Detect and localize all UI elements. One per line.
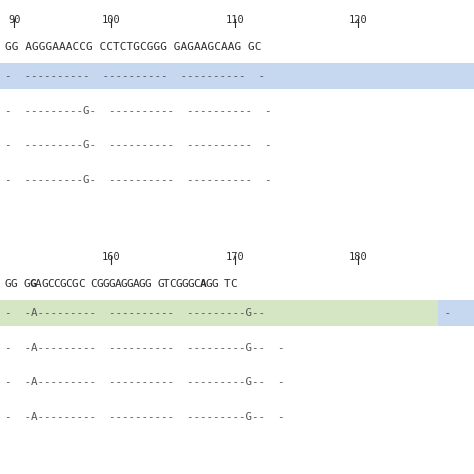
Text: GG AGGGAAACCG CCTCTGCGGG GAGAAGCAAG GC: GG AGGGAAACCG CCTCTGCGGG GAGAAGCAAG GC	[5, 42, 261, 52]
Text: G: G	[182, 279, 188, 289]
Text: 90: 90	[8, 15, 20, 25]
Text: G: G	[157, 279, 164, 289]
Text: G: G	[60, 279, 66, 289]
Text: -  ---------G-  ----------  ----------  -: - ---------G- ---------- ---------- -	[5, 174, 271, 184]
Text: 120: 120	[348, 15, 367, 25]
Text: G: G	[11, 279, 18, 289]
Text: G: G	[96, 279, 103, 289]
Text: G: G	[120, 279, 127, 289]
Text: A: A	[200, 279, 206, 289]
Bar	[438, 301, 474, 326]
Text: G: G	[23, 279, 30, 289]
Text: C: C	[54, 279, 60, 289]
Bar	[0, 301, 438, 326]
Text: T: T	[224, 279, 231, 289]
Text: G: G	[139, 279, 146, 289]
Text: G: G	[206, 279, 212, 289]
Text: -: -	[438, 308, 451, 318]
Text: G: G	[72, 279, 79, 289]
Text: -  -A---------  ----------  ---------G--  -: - -A--------- ---------- ---------G-- -	[5, 343, 284, 353]
Text: 160: 160	[102, 252, 121, 262]
Text: G: G	[5, 279, 11, 289]
Text: C: C	[65, 279, 73, 289]
Text: G: G	[175, 279, 182, 289]
Text: G: G	[145, 279, 152, 289]
Text: C: C	[78, 279, 84, 289]
Text: G: G	[102, 279, 109, 289]
Text: C: C	[90, 279, 97, 289]
Text: C: C	[47, 279, 54, 289]
Text: A: A	[114, 279, 121, 289]
Text: -  ---------G-  ----------  ----------  -: - ---------G- ---------- ---------- -	[5, 106, 271, 116]
Text: C: C	[230, 279, 237, 289]
Text: -  ---------G-  ----------  ----------  -: - ---------G- ---------- ---------- -	[5, 140, 271, 150]
Text: G: G	[29, 279, 36, 289]
Text: C: C	[193, 279, 201, 289]
Text: G: G	[108, 279, 115, 289]
Text: 180: 180	[348, 252, 367, 262]
Text: A: A	[35, 279, 42, 289]
Text: G: G	[41, 279, 48, 289]
Text: A: A	[133, 279, 139, 289]
Bar	[0, 64, 474, 89]
Text: 100: 100	[102, 15, 121, 25]
Text: 170: 170	[225, 252, 244, 262]
Text: T: T	[163, 279, 170, 289]
Text: G: G	[127, 279, 133, 289]
Text: -  -A---------  ----------  ---------G--: - -A--------- ---------- ---------G--	[5, 308, 265, 318]
Text: -  -A---------  ----------  ---------G--  -: - -A--------- ---------- ---------G-- -	[5, 411, 284, 421]
Text: C: C	[169, 279, 176, 289]
Text: 110: 110	[225, 15, 244, 25]
Text: -  -A---------  ----------  ---------G--  -: - -A--------- ---------- ---------G-- -	[5, 377, 284, 387]
Text: G: G	[212, 279, 219, 289]
Text: G: G	[188, 279, 194, 289]
Text: -  ----------  ----------  ----------  -: - ---------- ---------- ---------- -	[5, 71, 265, 81]
